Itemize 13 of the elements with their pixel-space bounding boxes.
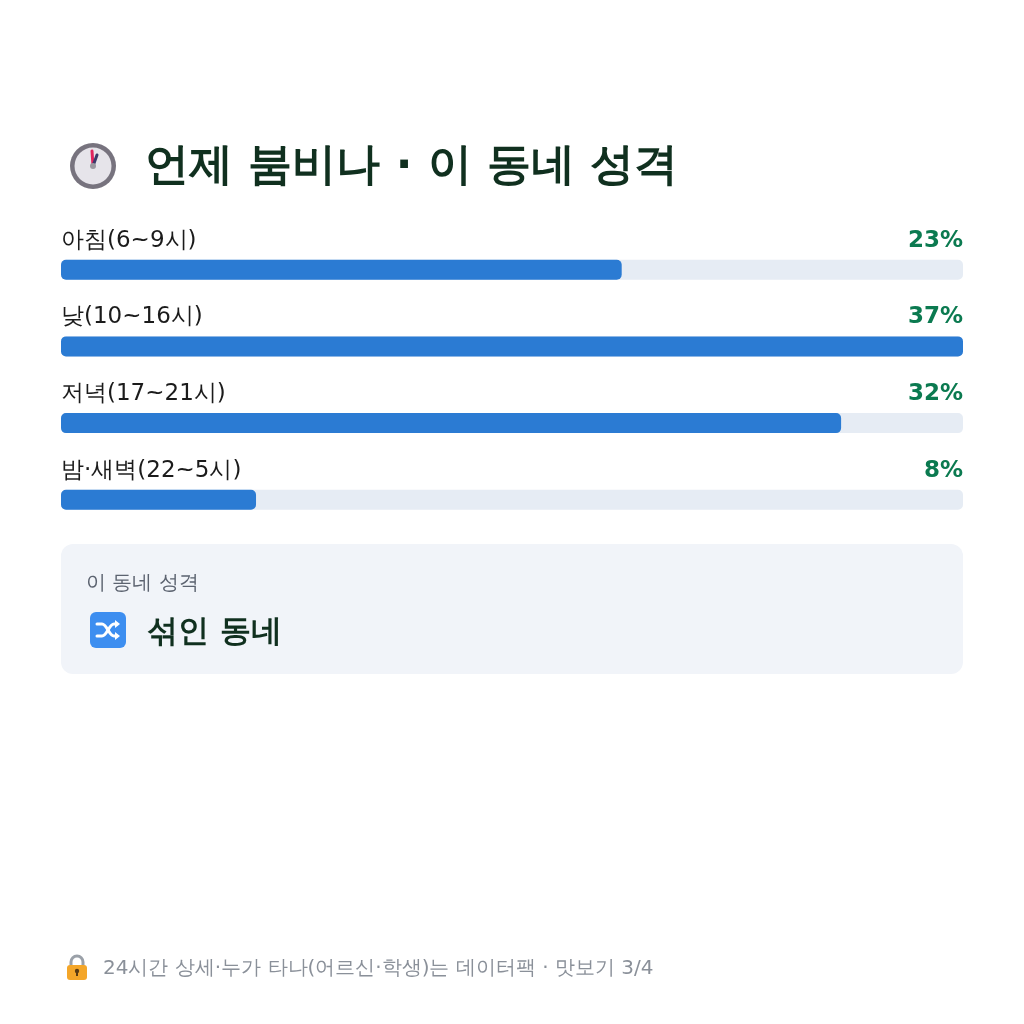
text: 24시간 상세·누가 타나(어르신·학생)는 데이터팩 · 맛보기 3/4 [103,954,654,981]
text: 섞인 동네 [147,611,282,650]
y-tick-label: 밤·새벽(22~5시) [61,455,242,482]
bar [61,489,257,510]
data-label: 23% [907,225,963,252]
y-tick-label: 아침(6~9시) [61,225,197,252]
y-tick-label: 낮(10~16시) [61,302,203,329]
data-label: 32% [907,379,963,406]
data-label: 8% [923,455,963,482]
y-tick-label: 저녁(17~21시) [61,379,226,406]
data-label: 37% [907,302,963,329]
text: 이 동네 성격 [86,569,199,596]
chart-title: 언제 붐비나 · 이 동네 성격 [145,137,679,191]
